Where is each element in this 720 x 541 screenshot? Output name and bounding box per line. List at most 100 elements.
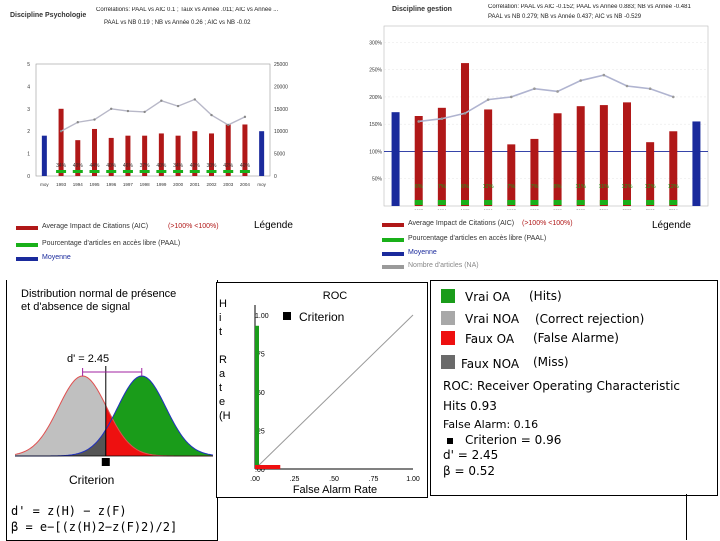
psych-legend-paal: Pourcentage d'articles en accès libre (P… xyxy=(42,240,181,247)
gest-nb-point xyxy=(671,95,675,99)
gest-paal-bar xyxy=(646,200,655,205)
vrai-oa-label: Vrai OA xyxy=(465,290,511,304)
psych-nb-point xyxy=(110,107,113,111)
bottom-right-frame xyxy=(686,494,717,540)
roc-y-label-letter: a xyxy=(219,368,226,380)
psych-paal-label: 34% xyxy=(56,163,67,169)
psych-aic-bar xyxy=(58,108,64,176)
gest-x-tick: 1999 xyxy=(553,208,563,210)
psych-title: Discipline Psychologie xyxy=(10,12,87,19)
psych-legend-aic: Average Impact de Citations (AIC) xyxy=(42,223,149,230)
gest-x-tick: 1993 xyxy=(414,208,424,210)
psych-aic-bar xyxy=(125,135,131,176)
roc-criterion-label: Criterion xyxy=(299,310,344,324)
gest-x-tick: moy xyxy=(693,208,701,210)
gest-plot-frame xyxy=(383,25,709,207)
psych-aic-bar xyxy=(142,135,148,176)
psych-paal-label: 37% xyxy=(140,163,151,169)
gest-legend-paal-swatch xyxy=(382,238,404,242)
gest-x-tick: 1997 xyxy=(507,208,517,210)
roc-x-tick: .25 xyxy=(290,476,300,483)
roc-y-label-letter: t xyxy=(219,326,222,338)
gest-aic-bar xyxy=(669,131,678,206)
dist-title-2: et d'absence de signal xyxy=(21,301,131,313)
gest-y-tick: 250% xyxy=(369,68,382,74)
psych-paal-bar xyxy=(173,170,184,173)
gest-chart: 300% 250% 200% 150% 100% 50% moy 6% 1993 7% 1994 6%… xyxy=(369,25,709,210)
criterion-marker xyxy=(101,458,110,466)
dprime-value: d' = 2.45 xyxy=(443,448,499,462)
psych-aic-bar xyxy=(92,128,97,176)
gest-paal-label: 8% xyxy=(554,184,562,190)
roc-y-tick: .00 xyxy=(255,467,265,474)
psych-y-tick: 2 xyxy=(27,129,30,135)
gest-legend-mean-swatch xyxy=(382,252,404,256)
gest-aic-bar xyxy=(599,105,608,206)
gest-x-tick: 2003 xyxy=(646,208,656,210)
psych-legend-paal-swatch xyxy=(16,243,38,247)
psych-aic-bar xyxy=(41,135,47,176)
gest-aic-bar xyxy=(576,106,585,206)
psych-nb-point xyxy=(59,130,63,133)
gest-aic-bar xyxy=(414,116,423,206)
psych-paal-bar xyxy=(223,170,234,173)
roc-y-tick: 1.00 xyxy=(255,313,269,320)
psych-stats-line2: PAAL vs NB 0.19 ; NB vs Année 0.26 ; AIC… xyxy=(104,20,251,26)
faux-oa-desc: (False Alarme) xyxy=(533,331,619,345)
psych-x-tick: 1995 xyxy=(89,182,100,187)
gest-aic-bar xyxy=(391,112,400,206)
gest-legend-aic-range: (>100% <100%) xyxy=(522,220,573,227)
psych-paal-bar xyxy=(106,170,117,173)
psych-panel: Discipline Psychologie Corrélations: PAA… xyxy=(8,4,360,266)
gest-legend-nb-swatch xyxy=(382,265,404,269)
psych-x-tick: 2002 xyxy=(206,182,217,187)
gest-legend-nb: Nombre d'articles (NA) xyxy=(408,262,479,269)
false-alarm-value: False Alarm: 0.16 xyxy=(443,418,539,431)
gest-paal-label: 11% xyxy=(599,184,610,190)
gest-stats-line2: PAAL vs NB 0.279; NB vs Année 0.437; AIC… xyxy=(488,14,642,20)
criterion-value: Criterion = 0.96 xyxy=(465,433,562,447)
gest-nb-point xyxy=(509,95,513,99)
roc-criterion-marker xyxy=(283,312,291,320)
gest-legend-mean: Moyenne xyxy=(408,249,437,256)
roc-x-tick: .50 xyxy=(329,476,339,483)
psych-nb-point xyxy=(227,123,230,127)
psych-legend-mean-swatch xyxy=(16,257,38,261)
vrai-noa-swatch xyxy=(441,311,455,325)
gest-aic-bar xyxy=(461,63,469,206)
gest-x-tick: 1994 xyxy=(437,208,447,210)
gest-stats-line1: Corrélation: PAAL vs AIC -0.152; PAAL vs… xyxy=(488,4,691,10)
psych-paal-bar xyxy=(72,170,83,173)
gest-paal-bar xyxy=(599,200,608,205)
gest-nb-point xyxy=(648,87,652,91)
roc-definition: ROC: Receiver Operating Characteristic xyxy=(443,379,681,393)
gest-paal-bar xyxy=(414,200,423,205)
psych-y-tick: 1 xyxy=(27,152,30,158)
gest-x-tick: moy xyxy=(392,208,400,210)
gest-y-tick: 300% xyxy=(369,40,382,46)
psych-x-tick: 1997 xyxy=(123,182,134,187)
psych-nb-line xyxy=(60,98,246,132)
gest-x-tick: 2001 xyxy=(599,208,609,210)
oa-miss-area xyxy=(15,430,106,456)
gest-nb-point xyxy=(556,90,559,93)
psych-x-tick: 1993 xyxy=(56,182,67,187)
gest-aic-bar xyxy=(484,109,493,206)
psych-paal-label: 40% xyxy=(190,163,201,169)
psych-nb-point xyxy=(160,99,163,102)
roc-x-tick: .00 xyxy=(250,476,260,483)
gest-nb-point xyxy=(486,98,490,101)
dist-title-1: Distribution normal de présence xyxy=(21,288,177,300)
gest-paal-label: 6% xyxy=(461,184,469,190)
psych-legend-title: Légende xyxy=(254,220,293,231)
psych-paal-label: 40% xyxy=(106,163,117,169)
gest-paal-bar xyxy=(461,200,469,205)
psych-legend-aic-range: (>100% <100%) xyxy=(168,223,219,230)
roc-y-label-letter: R xyxy=(219,354,227,366)
psych-paal-bar xyxy=(189,170,200,173)
psych-x-tick: moy xyxy=(40,182,49,187)
psych-x-tick: 2004 xyxy=(240,182,251,187)
psych-aic-bar xyxy=(192,131,198,176)
psych-nb-point xyxy=(176,104,180,108)
